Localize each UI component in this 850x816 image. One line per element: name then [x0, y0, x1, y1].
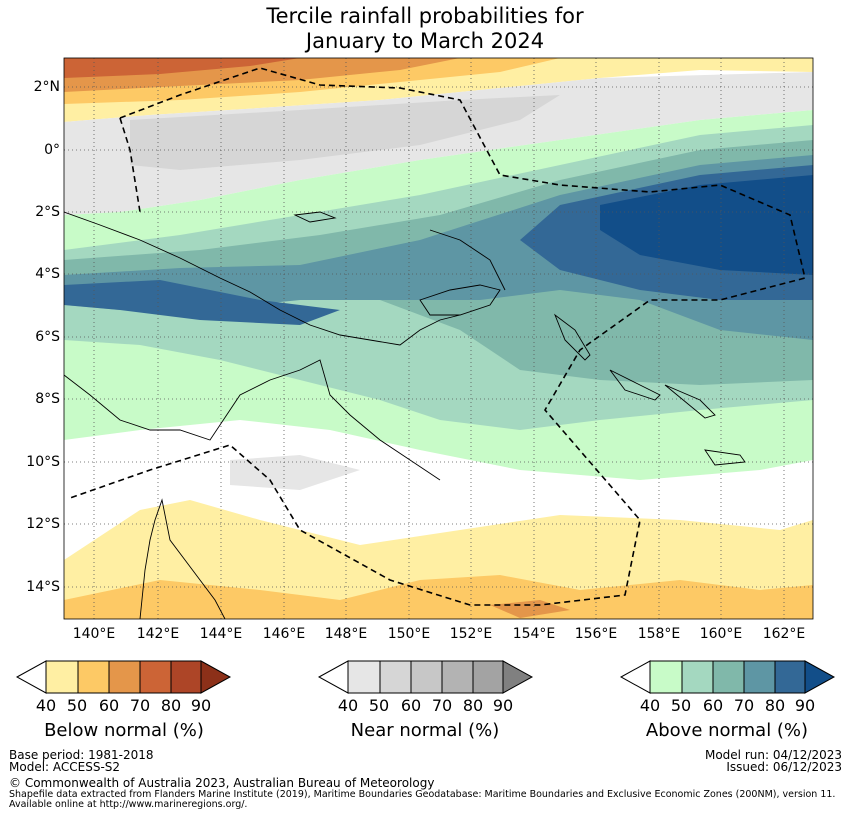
colorbar-near-swatch-90: [472, 660, 504, 694]
probability-field: [64, 58, 813, 619]
lat-label: 0°: [44, 142, 60, 158]
lat-label: 8°S: [35, 391, 60, 407]
colorbar-near-title: Near normal (%): [350, 720, 500, 741]
colorbar-above-swatch-70: [712, 660, 745, 694]
colorbar-above-tick: 50: [670, 696, 692, 715]
lon-label: 146°E: [262, 626, 306, 642]
new-ireland: [429, 229, 506, 291]
lon-label: 158°E: [637, 626, 681, 642]
colorbar-above-tick: 70: [733, 696, 755, 715]
colorbar-near-swatch-80: [441, 660, 474, 694]
colorbar-near-swatch-60: [379, 660, 412, 694]
colorbar-above-tick: 80: [764, 696, 786, 715]
shapefile-credit-line-2: Available online at http://www.marinereg…: [9, 799, 248, 810]
eez-boundaries: [69, 67, 806, 606]
colorbar-below-swatch-60: [77, 660, 110, 694]
south-near-normal: [230, 455, 360, 490]
colorbar-near-arrow-high: [502, 660, 534, 694]
south-below-mid: [64, 575, 813, 619]
copyright: © Commonwealth of Australia 2023, Austra…: [9, 776, 435, 790]
colorbar-below-arrow-low: [16, 660, 47, 694]
gridlines: [64, 58, 813, 619]
lat-label: 2°N: [33, 79, 60, 95]
lon-label: 160°E: [699, 626, 743, 642]
lon-label: 148°E: [324, 626, 368, 642]
png-eez: [69, 67, 806, 606]
colorbar-near-swatch-50: [347, 660, 381, 694]
solomon-islands: [609, 369, 746, 466]
colorbar-above-tick: 90: [794, 696, 816, 715]
colorbar-below-tick: 40: [35, 696, 57, 715]
lon-label: 142°E: [136, 626, 180, 642]
colorbar-below-arrow-high: [200, 660, 232, 694]
new-britain: [419, 284, 501, 316]
forecast-map: [63, 57, 814, 620]
colorbar-above-arrow-high: [804, 660, 836, 694]
colorbar-near-tick: 40: [337, 696, 359, 715]
lat-label: 6°S: [35, 329, 60, 345]
lon-label: 154°E: [512, 626, 556, 642]
colorbar-below-tick: 90: [190, 696, 212, 715]
lat-label: 12°S: [26, 516, 60, 532]
new-guinea-north-coast: [64, 211, 461, 346]
colorbar-near-tick: 60: [400, 696, 422, 715]
near-band: [64, 72, 813, 215]
bougainville: [553, 313, 591, 361]
below-band-darker: [64, 58, 300, 78]
colorbar-below-tick: 50: [66, 696, 88, 715]
issued-date: Issued: 06/12/2023: [726, 760, 842, 774]
title-line-1: Tercile rainfall probabilities for: [266, 4, 584, 28]
colorbar-near-arrow-low: [318, 660, 349, 694]
shapefile-credit-line-1: Shapefile data extracted from Flanders M…: [9, 789, 836, 800]
png-western-boundary: [119, 117, 141, 213]
colorbar-near: [318, 660, 534, 694]
colorbar-below-swatch-50: [45, 660, 79, 694]
lat-label: 10°S: [26, 454, 60, 470]
cape-york: [139, 498, 226, 619]
model-name: Model: ACCESS-S2: [9, 760, 121, 774]
chart-title: Tercile rainfall probabilities for Janua…: [0, 4, 850, 54]
colorbar-below-tick: 70: [129, 696, 151, 715]
colorbar-above-arrow-low: [620, 660, 651, 694]
colorbar-near-tick: 80: [462, 696, 484, 715]
colorbar-above-swatch-90: [774, 660, 806, 694]
colorbar-near-tick: 90: [492, 696, 514, 715]
title-line-2: January to March 2024: [305, 29, 545, 53]
map-frame: [63, 57, 814, 620]
lon-label: 162°E: [762, 626, 806, 642]
colorbar-above-swatch-50: [649, 660, 683, 694]
near-band-darker: [130, 95, 560, 170]
model-run-date: Model run: 04/12/2023: [704, 748, 842, 762]
colorbar-near-swatch-70: [410, 660, 443, 694]
colorbar-below-title: Below normal (%): [44, 720, 204, 741]
lon-label: 152°E: [449, 626, 493, 642]
colorbar-below-tick: 80: [160, 696, 182, 715]
colorbar-below-swatch-70: [108, 660, 141, 694]
lon-label: 140°E: [72, 626, 116, 642]
lon-label: 144°E: [199, 626, 243, 642]
colorbar-above-tick: 40: [639, 696, 661, 715]
coastlines: [64, 211, 746, 619]
new-guinea-south-coast: [64, 359, 441, 481]
base-period: Base period: 1981-2018: [9, 748, 154, 762]
colorbar-below: [16, 660, 232, 694]
lon-label: 150°E: [387, 626, 431, 642]
lon-label: 156°E: [574, 626, 618, 642]
colorbar-below-swatch-90: [170, 660, 202, 694]
colorbar-above: [620, 660, 836, 694]
colorbar-above-swatch-80: [743, 660, 776, 694]
colorbar-above-swatch-60: [681, 660, 714, 694]
colorbar-above-tick: 60: [702, 696, 724, 715]
above-band-6: [600, 175, 813, 275]
colorbar-above-title: Above normal (%): [645, 720, 809, 741]
colorbar-below-swatch-80: [139, 660, 172, 694]
colorbar-near-tick: 50: [368, 696, 390, 715]
lat-label: 14°S: [26, 579, 60, 595]
manus-island: [293, 211, 337, 223]
colorbar-below-tick: 60: [98, 696, 120, 715]
colorbar-near-tick: 70: [431, 696, 453, 715]
lat-label: 4°S: [35, 266, 60, 282]
lat-label: 2°S: [35, 204, 60, 220]
